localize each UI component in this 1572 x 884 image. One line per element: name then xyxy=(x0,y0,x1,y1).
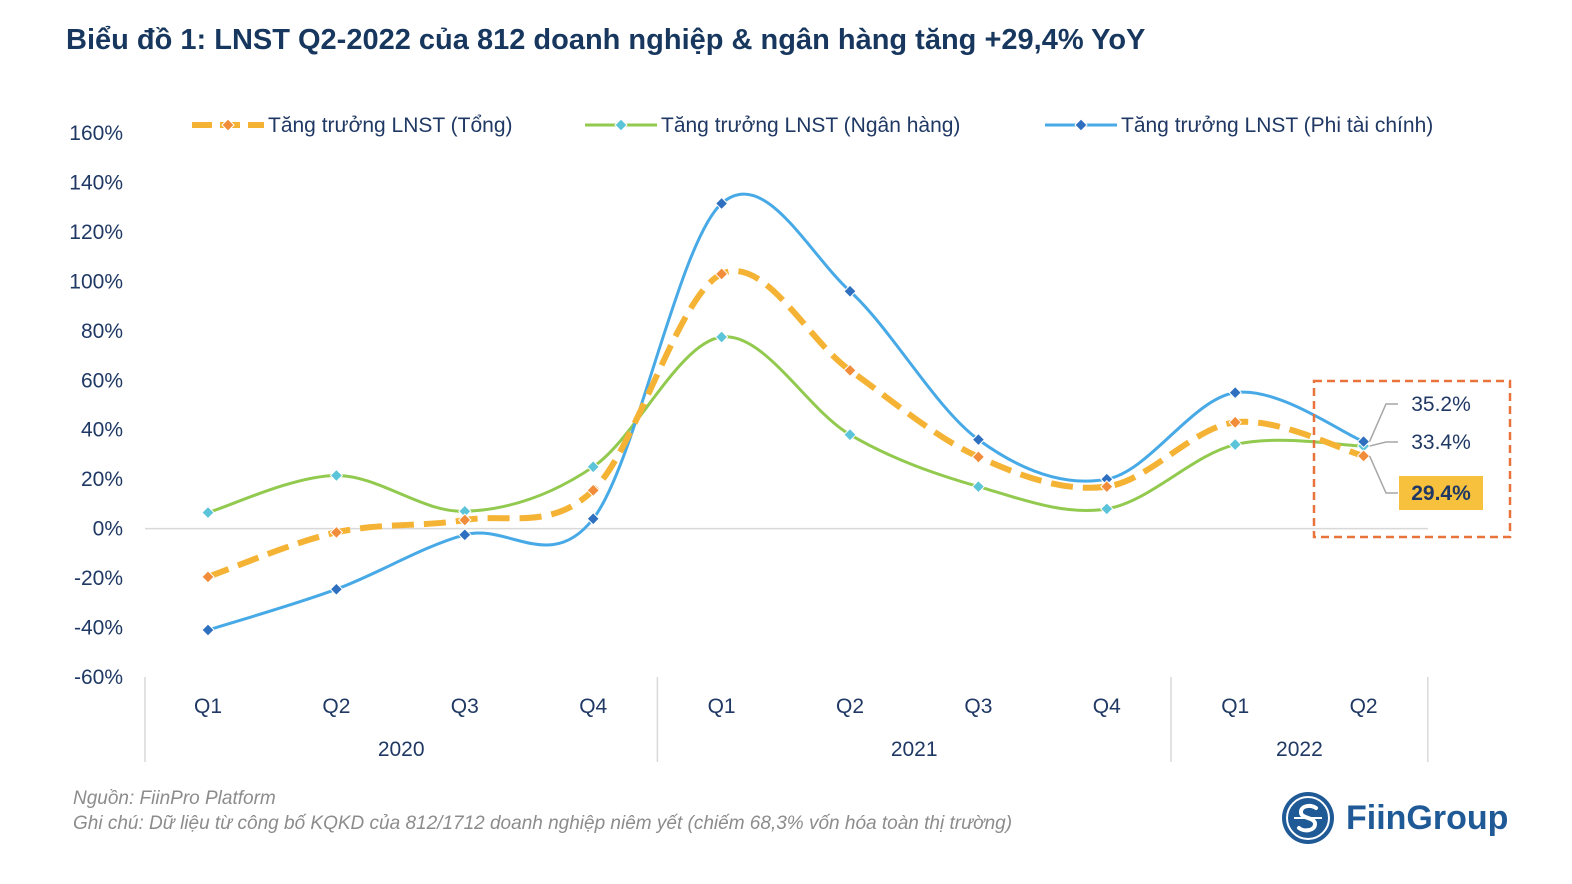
data-point-marker xyxy=(1228,415,1242,430)
logo-text: FiinGroup xyxy=(1346,798,1509,837)
x-tick-label: Q1 xyxy=(194,695,222,718)
data-point-marker xyxy=(586,460,600,474)
data-point-marker xyxy=(329,468,344,483)
data-point-marker xyxy=(201,505,215,520)
data-point-marker xyxy=(1356,434,1371,449)
series-line-0 xyxy=(207,268,1365,580)
data-point-marker xyxy=(1100,502,1114,516)
annotation-leader-line xyxy=(1369,441,1398,447)
y-tick-label: 0% xyxy=(93,518,123,541)
data-note: Ghi chú: Dữ liệu từ công bố KQKD của 812… xyxy=(73,813,1013,834)
annotation-label: 29.4% xyxy=(1411,482,1471,505)
data-point-marker xyxy=(458,528,472,542)
y-tick-label: 20% xyxy=(81,468,123,491)
data-point-marker xyxy=(1228,385,1242,400)
data-point-marker xyxy=(458,513,472,527)
data-point-marker xyxy=(201,623,215,637)
x-tick-label: Q3 xyxy=(964,695,992,718)
x-tick-label: Q1 xyxy=(1221,695,1249,718)
data-point-marker xyxy=(586,483,600,498)
x-tick-label: Q2 xyxy=(1350,695,1378,718)
data-point-marker xyxy=(329,525,344,540)
annotation-leader-line xyxy=(1368,403,1398,442)
x-tick-label: Q2 xyxy=(836,695,864,718)
legend-label: Tăng trưởng LNST (Tổng) xyxy=(268,114,513,137)
data-point-marker xyxy=(329,582,344,596)
data-point-marker xyxy=(971,432,986,447)
annotation-highlight xyxy=(1399,476,1483,510)
x-group-label: 2020 xyxy=(378,738,425,761)
data-point-marker xyxy=(971,479,986,494)
legend-swatch-marker xyxy=(1074,118,1088,132)
annotation-label: 33.4% xyxy=(1411,431,1471,454)
data-point-marker xyxy=(714,330,729,344)
x-group-label: 2022 xyxy=(1276,738,1323,761)
y-tick-label: 140% xyxy=(69,171,123,194)
y-tick-label: -60% xyxy=(74,666,123,689)
x-tick-label: Q4 xyxy=(579,695,607,718)
data-point-marker xyxy=(843,284,857,298)
legend-label: Tăng trưởng LNST (Ngân hàng) xyxy=(661,114,960,137)
y-tick-label: 40% xyxy=(81,419,123,442)
y-tick-label: -40% xyxy=(74,617,123,640)
x-tick-label: Q3 xyxy=(451,695,479,718)
y-tick-label: 120% xyxy=(69,221,123,244)
chart-title: Biểu đồ 1: LNST Q2-2022 của 812 doanh ng… xyxy=(66,24,1146,56)
y-tick-label: 100% xyxy=(69,270,123,293)
source-note: Nguồn: FiinPro Platform xyxy=(73,788,276,809)
fiingroup-logo: FiinGroup xyxy=(1280,790,1508,846)
data-point-marker xyxy=(971,450,986,464)
annotation-label: 35.2% xyxy=(1411,393,1471,416)
y-tick-label: 60% xyxy=(81,369,123,392)
legend-swatch-marker xyxy=(614,118,628,132)
fiingroup-emblem-icon xyxy=(1282,792,1334,844)
series-line-2 xyxy=(206,192,1366,632)
y-tick-label: 80% xyxy=(81,320,123,343)
data-point-marker xyxy=(714,196,729,211)
data-point-marker xyxy=(843,427,857,442)
legend-label: Tăng trưởng LNST (Phi tài chính) xyxy=(1121,114,1433,137)
y-tick-label: -20% xyxy=(74,567,123,590)
highlight-box xyxy=(1312,379,1512,539)
data-point-marker xyxy=(1100,479,1114,494)
x-tick-label: Q4 xyxy=(1093,695,1121,718)
y-tick-label: 160% xyxy=(69,122,123,145)
data-point-marker xyxy=(1228,437,1242,452)
legend-swatch-marker xyxy=(221,118,235,132)
chart-footer: Nguồn: FiinPro Platform Ghi chú: Dữ liệu… xyxy=(73,786,1033,836)
series-line-1 xyxy=(206,335,1366,515)
annotation-leader-line xyxy=(1368,455,1398,494)
data-point-marker xyxy=(843,363,857,378)
x-group-label: 2021 xyxy=(891,738,938,761)
x-tick-label: Q2 xyxy=(322,695,350,718)
data-point-marker xyxy=(1356,449,1371,463)
x-tick-label: Q1 xyxy=(708,695,736,718)
data-point-marker xyxy=(586,512,600,526)
data-point-marker xyxy=(201,570,215,584)
data-point-marker xyxy=(714,267,729,281)
